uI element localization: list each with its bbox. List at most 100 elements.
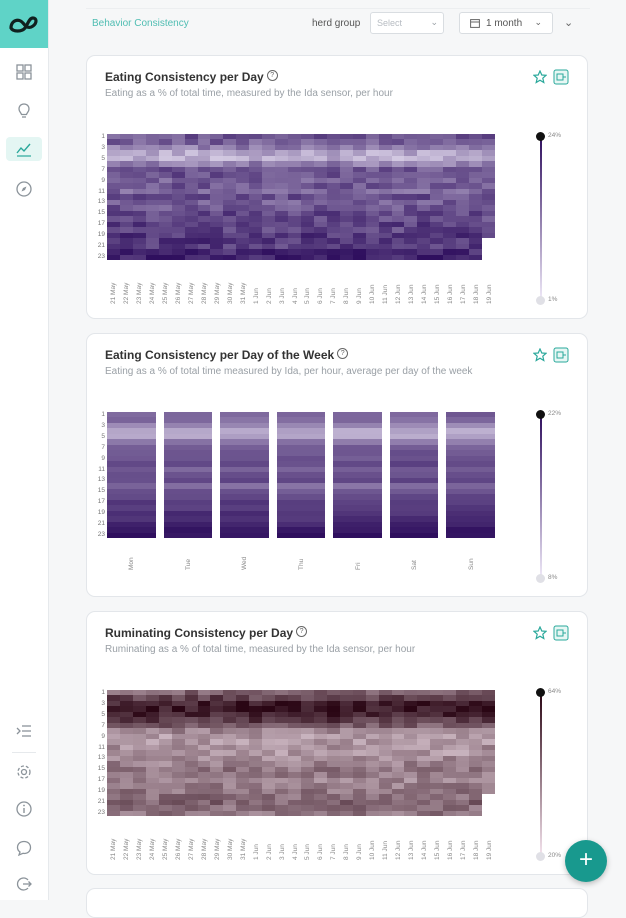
x-tick-label: 5 Jun [304,288,312,304]
heatmap-cell [365,783,379,789]
heatmap-cell [119,172,133,178]
heatmap-cell [469,249,483,255]
collapse-header-chevron-icon[interactable]: ⌄ [564,17,574,29]
logout-icon[interactable] [12,872,36,896]
heatmap-cell [404,227,418,233]
help-icon[interactable]: ? [296,626,308,637]
x-tick-label: 10 Jun [369,284,377,304]
app-logo[interactable] [0,0,48,48]
heatmap-cell [482,766,495,773]
heatmap-cell [339,728,353,734]
heatmap-cell [223,722,237,729]
legend-min-handle[interactable] [536,574,545,583]
heatmap-cell [262,728,276,734]
star-icon[interactable] [532,69,548,89]
heatmap-cell [301,810,314,816]
heatmap-cell [210,205,224,211]
legend-max-handle[interactable] [536,410,545,419]
settings-icon[interactable] [12,760,36,784]
heatmap-cell [107,232,120,239]
star-icon[interactable] [532,347,548,367]
heatmap-cell [163,417,213,423]
compass-icon[interactable] [12,177,36,201]
heatmap-cell [391,766,405,773]
export-icon[interactable] [553,625,569,646]
heatmap-cell [223,139,237,145]
heatmap-cell [365,172,379,178]
heatmap-cell [223,700,237,707]
info-icon[interactable] [12,797,36,821]
heatmap-cell [378,733,392,740]
legend-min-handle[interactable] [536,852,545,861]
heatmap-cell [249,150,263,156]
heatmap-cell [145,210,159,217]
heatmap-cell [223,243,237,250]
heatmap-cell [365,711,379,718]
heatmap-cell [275,155,289,162]
chart-line-icon[interactable] [6,137,42,161]
heatmap-cell [378,799,392,806]
heatmap-cell [417,144,431,151]
heatmap-cell [220,532,269,538]
heatmap-cell [456,695,470,701]
heatmap-cell [352,210,366,217]
legend-min-label: 8% [548,574,558,581]
heatmap-cell [171,766,185,773]
heatmap-cell [107,761,120,767]
card-title: Eating Consistency per Day? [105,70,278,84]
heatmap-cell [482,810,495,816]
heatmap-cell [223,805,237,811]
period-select[interactable]: 1 month ⌄ [459,12,553,34]
breadcrumb[interactable]: Behavior Consistency [92,18,189,29]
heatmap-cell [313,210,327,217]
heatmap-cell [352,777,366,784]
heatmap-cell [276,444,326,451]
heatmap-cell [365,733,379,740]
export-icon[interactable] [553,69,569,90]
export-icon[interactable] [553,347,569,368]
x-tick-label: 6 Jun [317,288,325,304]
heatmap-cell [210,155,224,162]
legend-min-handle[interactable] [536,296,545,305]
legend-max-handle[interactable] [536,132,545,141]
x-tick-label: 26 May [175,282,183,304]
heatmap-cell [236,254,250,260]
heatmap-cell [339,799,353,806]
heatmap-cell [262,744,276,751]
heatmap-cell [430,139,444,145]
x-axis-labels: 21 May 22 May 23 May 24 May 25 May 26 May 27 M… [107,270,495,310]
dashboard-icon[interactable] [12,60,36,84]
heatmap-cell [391,761,405,767]
heatmap-cell [236,227,250,233]
heatmap-cell [210,150,224,156]
lightbulb-icon[interactable] [12,99,36,123]
heatmap-cell [365,728,379,734]
heatmap-cell [352,144,366,151]
help-icon[interactable]: ? [266,70,278,81]
legend-max-handle[interactable] [536,688,545,697]
collapse-menu-icon[interactable] [12,719,36,743]
heatmap-cell [236,744,250,751]
star-icon[interactable] [532,625,548,645]
heatmap-cell [184,232,198,239]
heatmap-cell [365,761,379,767]
heatmap-cell [184,739,198,745]
heatmap-cell [119,232,133,239]
heatmap-cell [456,249,470,255]
heatmap-cell [417,199,431,206]
heatmap-cell [326,794,340,800]
heatmap-cell [339,783,353,789]
heatmap-cell [223,810,237,816]
heatmap-cell [352,711,366,718]
heatmap-cell [339,205,353,211]
chat-icon[interactable] [12,836,36,860]
herd-group-select[interactable]: Select ⌄ [370,12,444,34]
heatmap-cell [430,766,444,773]
help-icon[interactable]: ? [337,348,349,359]
heatmap-cell [107,766,120,773]
heatmap-cell [197,205,211,211]
add-button[interactable]: + [565,840,607,882]
heatmap-cell [223,799,237,806]
y-tick-label: 7 [101,721,105,729]
heatmap-cell [197,177,211,184]
